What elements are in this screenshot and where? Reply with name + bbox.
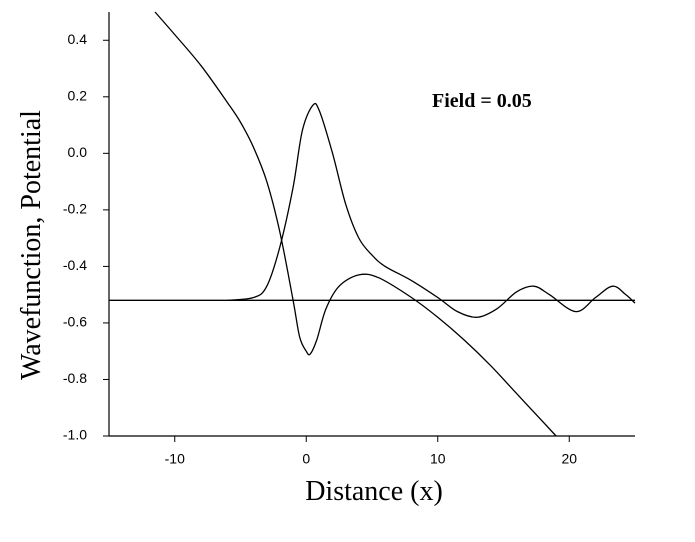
y-tick-label: 0.2 <box>68 88 88 104</box>
x-tick-label: 20 <box>561 451 577 467</box>
x-tick-label: 10 <box>430 451 446 467</box>
y-tick-label: -0.8 <box>63 370 87 386</box>
y-tick-label: -0.2 <box>63 201 87 217</box>
y-tick-label: 0.0 <box>68 144 88 160</box>
series-line <box>154 11 557 437</box>
y-tick-label: 0.4 <box>68 31 88 47</box>
x-axis-label: Distance (x) <box>305 476 443 507</box>
x-tick-label: -10 <box>165 451 185 467</box>
y-tick-label: -1.0 <box>63 427 87 443</box>
y-tick-label: -0.4 <box>63 257 87 273</box>
x-tick-label: 0 <box>302 451 310 467</box>
y-tick-label: -0.6 <box>63 314 87 330</box>
annotation: Field = 0.05 <box>432 90 532 112</box>
series-line <box>227 102 636 318</box>
y-axis-label: Wavefunction, Potential <box>16 110 47 380</box>
